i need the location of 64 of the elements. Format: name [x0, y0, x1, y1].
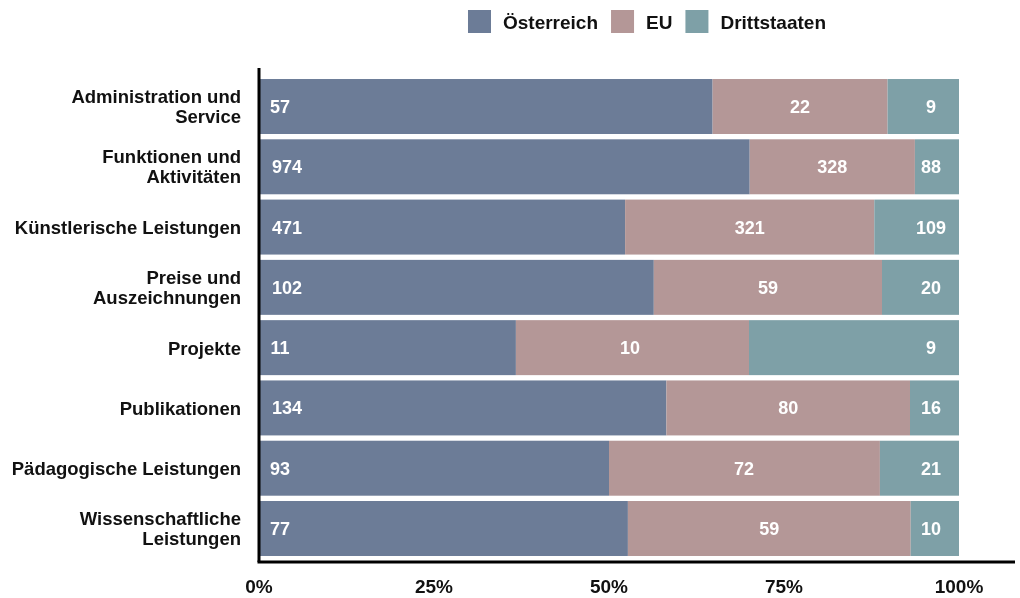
- y-tick-label: Pädagogische Leistungen: [11, 458, 241, 480]
- bar: [666, 380, 910, 436]
- annotation: 471: [271, 217, 303, 238]
- annotation: 328: [817, 157, 848, 178]
- bar: [259, 440, 609, 496]
- annotation: 974: [271, 157, 303, 178]
- bar: [712, 79, 888, 134]
- annotation: 16: [920, 398, 942, 419]
- annotation: 22: [790, 97, 811, 117]
- annotation: 80: [778, 398, 799, 419]
- y-tick-label: Künstlerische Leistungen: [14, 217, 241, 239]
- bar: [609, 440, 880, 496]
- annotation: 21: [920, 458, 942, 479]
- y-tick-label: Funktionen und Aktivitäten: [102, 146, 241, 188]
- bar: [874, 199, 959, 255]
- bar: [259, 259, 654, 315]
- bar: [259, 320, 516, 376]
- bar: [625, 199, 875, 255]
- annotation: 11: [270, 338, 290, 359]
- annotation: 88: [920, 157, 942, 178]
- annotation: 77: [269, 519, 291, 539]
- annotation: 59: [759, 519, 780, 539]
- annotation: 20: [920, 277, 942, 298]
- bar: [910, 380, 959, 436]
- y-tick-label: Wissenschaftliche Leistungen: [79, 508, 241, 549]
- x-tick-label: 50%: [589, 576, 629, 597]
- legend-label: Drittstaaten: [720, 11, 827, 33]
- y-tick-label: Projekte: [167, 337, 241, 359]
- annotation: 102: [271, 277, 303, 298]
- annotation: 134: [271, 398, 303, 419]
- bar: [259, 380, 667, 436]
- bar: [515, 320, 749, 376]
- bar: [653, 259, 882, 315]
- x-tick-label: 100%: [934, 576, 984, 597]
- annotation: 57: [269, 97, 291, 117]
- y-tick-label: Publikationen: [119, 397, 241, 419]
- legend-label: EU: [646, 11, 673, 33]
- x-tick-label: 0%: [245, 576, 273, 597]
- annotation: 9: [925, 97, 937, 117]
- legend-label: Österreich: [502, 11, 599, 33]
- bar: [749, 139, 915, 195]
- bar: [887, 79, 959, 134]
- annotation: 9: [925, 338, 937, 359]
- bar: [879, 440, 959, 496]
- bar: [882, 259, 959, 315]
- bar: [910, 501, 959, 556]
- bar: [259, 139, 750, 195]
- annotation: 10: [920, 519, 942, 539]
- annotation: 93: [269, 458, 291, 479]
- x-tick-label: 25%: [414, 576, 454, 597]
- bar: [627, 501, 911, 556]
- annotation: 321: [734, 217, 765, 238]
- bar: [259, 501, 628, 556]
- bar: [914, 139, 959, 195]
- annotation: 59: [757, 277, 778, 298]
- y-tick-label: Preise und Auszeichnungen: [92, 266, 241, 308]
- y-tick-label: Administration und Service: [71, 86, 241, 127]
- bar: [749, 320, 959, 376]
- annotation: 109: [915, 217, 947, 238]
- annotation: 10: [619, 338, 641, 359]
- x-tick-label: 75%: [764, 576, 804, 597]
- annotation: 72: [734, 458, 755, 479]
- bar: [259, 79, 713, 134]
- bar: [259, 199, 626, 255]
